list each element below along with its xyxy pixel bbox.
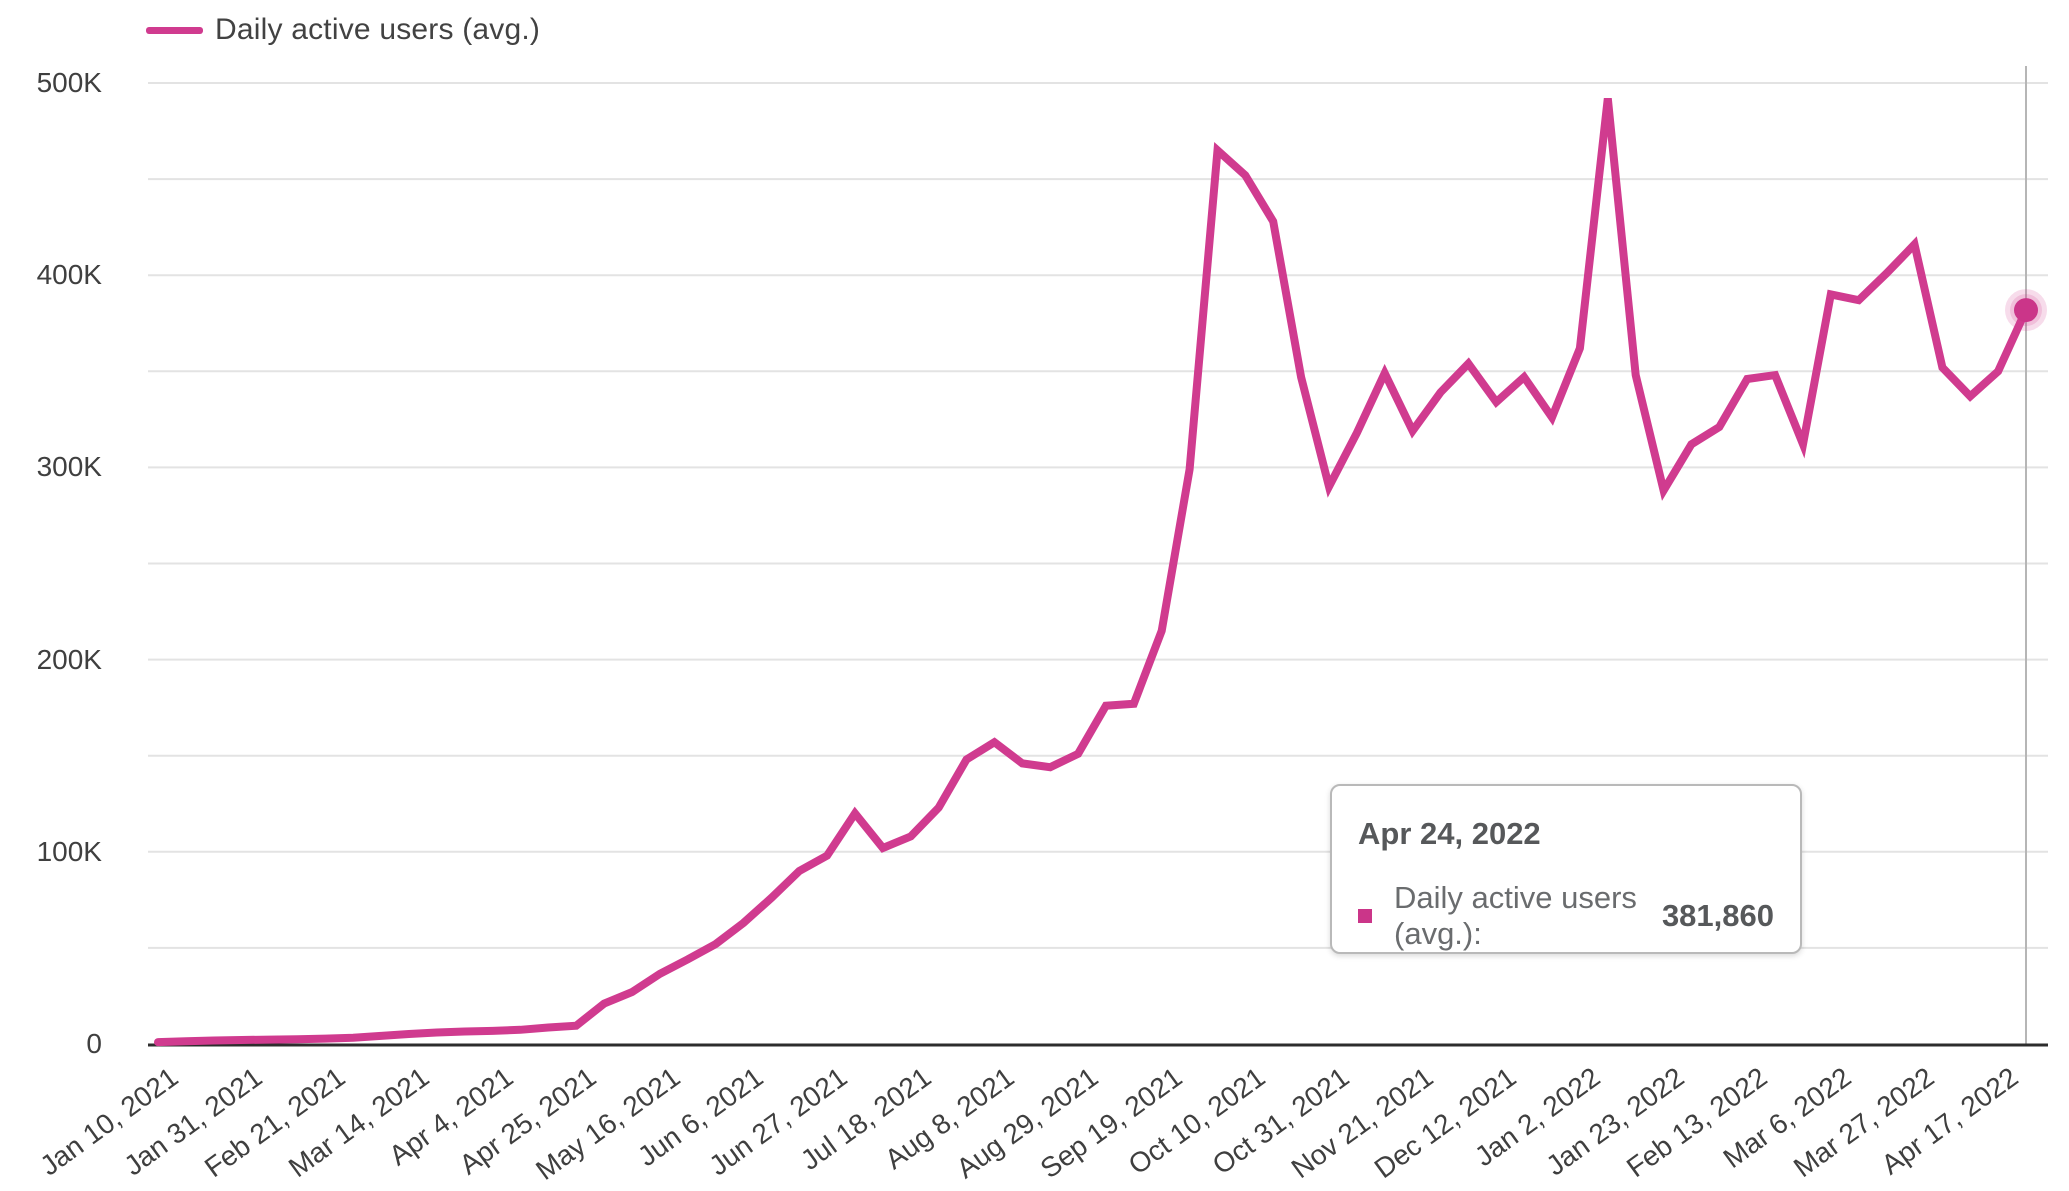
- highlighted-point[interactable]: [2014, 298, 2038, 323]
- legend-label: Daily active users (avg.): [215, 13, 541, 46]
- tooltip-series-row: Daily active users (avg.): 381,860: [1358, 880, 1774, 952]
- y-axis-label-300K: 300K: [36, 451, 102, 483]
- y-axis-label-400K: 400K: [36, 259, 102, 291]
- y-axis-label-500K: 500K: [36, 67, 102, 98]
- tooltip-series-label: Daily active users (avg.):: [1394, 880, 1637, 951]
- tooltip-series-value: 381,860: [1661, 898, 1774, 933]
- y-axis-label-100K: 100K: [36, 835, 102, 867]
- tooltip-date: Apr 24, 2022: [1358, 816, 1541, 851]
- y-axis-label-0: 0: [86, 1028, 102, 1059]
- legend: Daily active users (avg.): [146, 13, 540, 47]
- y-axis-label-200K: 200K: [36, 643, 102, 675]
- tooltip: Apr 24, 2022 Daily active users (avg.): …: [1330, 784, 1802, 954]
- legend-line-swatch: [146, 26, 203, 34]
- series-marker-icon: [1358, 909, 1372, 923]
- dau-line[interactable]: [154, 97, 2030, 1047]
